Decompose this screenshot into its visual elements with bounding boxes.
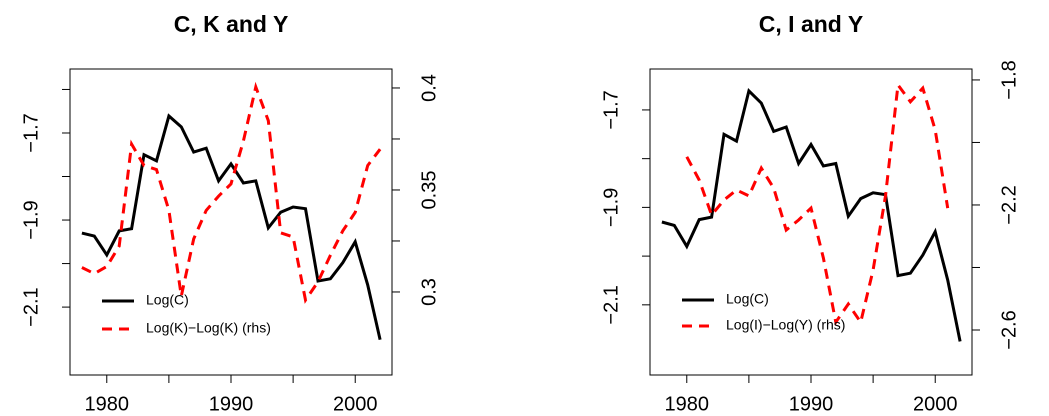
chart-title: C, I and Y xyxy=(759,11,863,37)
y2-tick-label: 0.4 xyxy=(418,74,440,102)
x-tick-label: 1980 xyxy=(85,393,130,415)
y-tick-label: −2.1 xyxy=(600,285,622,324)
series-line xyxy=(81,81,382,304)
y2-tick-label: 0.3 xyxy=(418,278,440,306)
series-line xyxy=(81,113,382,341)
y-tick-label: −1.9 xyxy=(20,200,42,239)
legend-label: Log(C) xyxy=(146,292,189,308)
y-tick-label: −1.7 xyxy=(600,90,622,129)
y2-tick-label: −2.2 xyxy=(998,185,1020,224)
series-line xyxy=(685,80,950,327)
legend-label: Log(C) xyxy=(726,291,769,307)
y-tick-label: −1.7 xyxy=(20,113,42,152)
legend-label: Log(I)−Log(Y) (rhs) xyxy=(726,317,845,333)
chart-title: C, K and Y xyxy=(174,11,289,37)
series-line xyxy=(661,87,962,342)
y2-tick-label: 0.35 xyxy=(418,171,440,210)
legend-label: Log(K)−Log(K) (rhs) xyxy=(146,320,271,336)
x-tick-label: 2000 xyxy=(913,393,958,415)
y-tick-label: −1.9 xyxy=(600,188,622,227)
x-tick-label: 1990 xyxy=(209,393,254,415)
x-tick-label: 2000 xyxy=(333,393,378,415)
x-tick-label: 1980 xyxy=(665,393,710,415)
y-tick-label: −2.1 xyxy=(20,287,42,326)
y2-tick-label: −2.6 xyxy=(998,310,1020,349)
x-tick-label: 1990 xyxy=(789,393,834,415)
y2-tick-label: −1.8 xyxy=(998,60,1020,99)
